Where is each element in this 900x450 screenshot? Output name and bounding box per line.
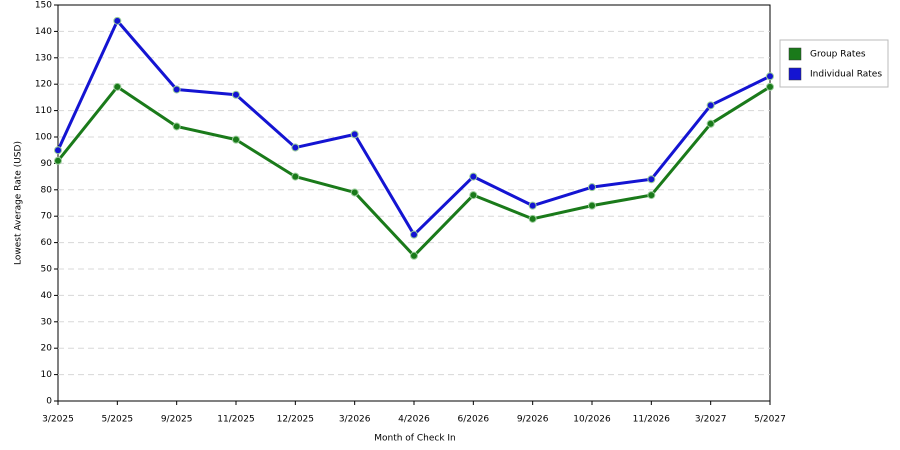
data-point — [350, 188, 359, 197]
legend-swatch — [788, 67, 802, 81]
y-tick-label: 30 — [41, 317, 53, 327]
data-point — [706, 101, 715, 110]
data-point — [113, 82, 122, 91]
data-point — [766, 72, 774, 81]
data-point — [528, 214, 537, 223]
data-point — [172, 85, 181, 94]
data-point — [528, 201, 537, 210]
y-tick-label: 50 — [41, 265, 53, 275]
data-point — [291, 172, 300, 181]
y-tick-label: 110 — [35, 106, 52, 116]
data-point — [410, 251, 418, 260]
x-tick-label: 5/2027 — [754, 415, 786, 425]
y-tick-label: 90 — [41, 159, 53, 169]
y-axis-title: Lowest Average Rate (USD) — [14, 141, 24, 265]
x-tick-label: 3/2025 — [42, 415, 74, 425]
legend-label: Individual Rates — [810, 70, 882, 80]
data-point — [113, 16, 122, 25]
legend-label: Group Rates — [810, 50, 866, 60]
data-point — [350, 130, 359, 139]
y-tick-label: 20 — [41, 344, 53, 354]
y-tick-label: 10 — [41, 370, 53, 380]
plot-frame — [57, 4, 771, 402]
data-point — [291, 143, 300, 152]
data-point — [232, 135, 240, 144]
y-tick-label: 0 — [46, 397, 52, 407]
y-tick-label: 80 — [41, 185, 53, 195]
data-point — [469, 172, 478, 181]
x-axis-title: Month of Check In — [374, 434, 456, 444]
data-point — [647, 175, 656, 184]
data-point — [706, 119, 715, 128]
x-tick-label: 11/2025 — [217, 415, 254, 425]
x-tick-label: 3/2026 — [339, 415, 371, 425]
data-point — [766, 82, 774, 91]
x-tick-label: 4/2026 — [398, 415, 430, 425]
data-point — [588, 201, 596, 210]
x-tick-label: 11/2026 — [633, 415, 671, 425]
x-tick-label: 9/2025 — [161, 415, 193, 425]
y-tick-label: 100 — [35, 133, 52, 143]
y-tick-label: 60 — [41, 238, 53, 248]
data-point — [410, 230, 418, 239]
x-tick-label: 10/2026 — [573, 415, 611, 425]
y-tick-label: 70 — [41, 212, 53, 222]
y-tick-label: 150 — [35, 1, 52, 11]
data-point — [172, 122, 181, 131]
y-tick-label: 140 — [35, 27, 52, 37]
x-tick-label: 6/2026 — [457, 415, 489, 425]
x-tick-label: 3/2027 — [695, 415, 727, 425]
x-tick-label: 5/2025 — [101, 415, 133, 425]
data-point — [232, 90, 240, 99]
x-tick-label: 9/2026 — [517, 415, 549, 425]
y-tick-label: 120 — [35, 80, 52, 90]
y-tick-label: 130 — [35, 53, 52, 63]
legend-swatch — [788, 47, 802, 61]
data-point — [469, 191, 478, 200]
y-tick-label: 40 — [41, 291, 53, 301]
data-point — [647, 191, 656, 200]
data-point — [54, 156, 62, 165]
data-point — [588, 183, 596, 192]
data-point — [54, 146, 62, 155]
x-tick-label: 12/2025 — [277, 415, 314, 425]
